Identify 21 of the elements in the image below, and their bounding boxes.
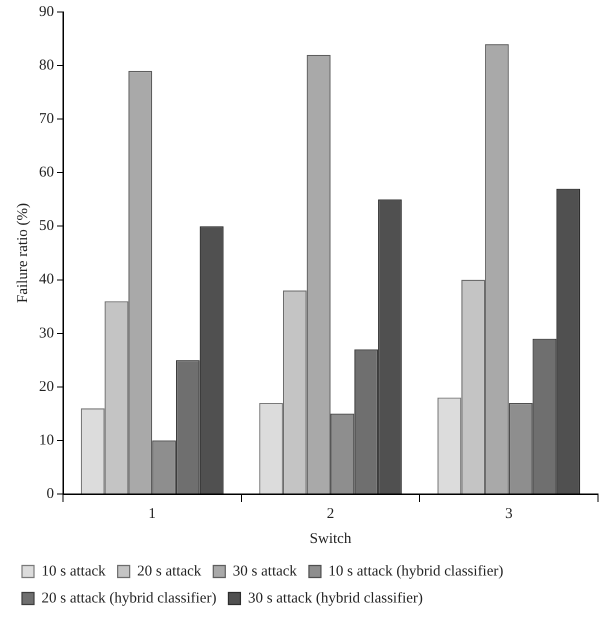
x-tick-label: 1 bbox=[148, 506, 156, 522]
legend-label: 20 s attack bbox=[137, 563, 202, 580]
y-tick-label: 70 bbox=[39, 111, 54, 128]
y-tick-label: 30 bbox=[39, 325, 54, 342]
y-tick-label: 20 bbox=[39, 378, 54, 395]
legend-label: 20 s attack (hybrid classifier) bbox=[42, 590, 216, 606]
legend-label: 30 s attack bbox=[232, 563, 298, 580]
y-tick-label: 80 bbox=[39, 57, 54, 74]
x-tick-label: 2 bbox=[326, 506, 334, 522]
legend-label: 10 s attack bbox=[42, 563, 106, 580]
y-tick-label: 50 bbox=[39, 218, 54, 234]
y-tick-label: 40 bbox=[39, 272, 54, 288]
legend-label: 10 s attack (hybrid classifier) bbox=[328, 563, 504, 580]
y-tick-label: 10 bbox=[39, 432, 54, 448]
y-tick-label: 90 bbox=[39, 4, 54, 20]
x-axis-title: Switch bbox=[310, 530, 352, 547]
y-axis-title: Failure ratio (%) bbox=[14, 203, 31, 303]
x-tick-label: 3 bbox=[505, 506, 513, 522]
legend-label: 30 s attack (hybrid classifier) bbox=[248, 590, 423, 606]
y-tick-label: 60 bbox=[39, 164, 54, 181]
y-tick-label: 0 bbox=[46, 486, 54, 502]
